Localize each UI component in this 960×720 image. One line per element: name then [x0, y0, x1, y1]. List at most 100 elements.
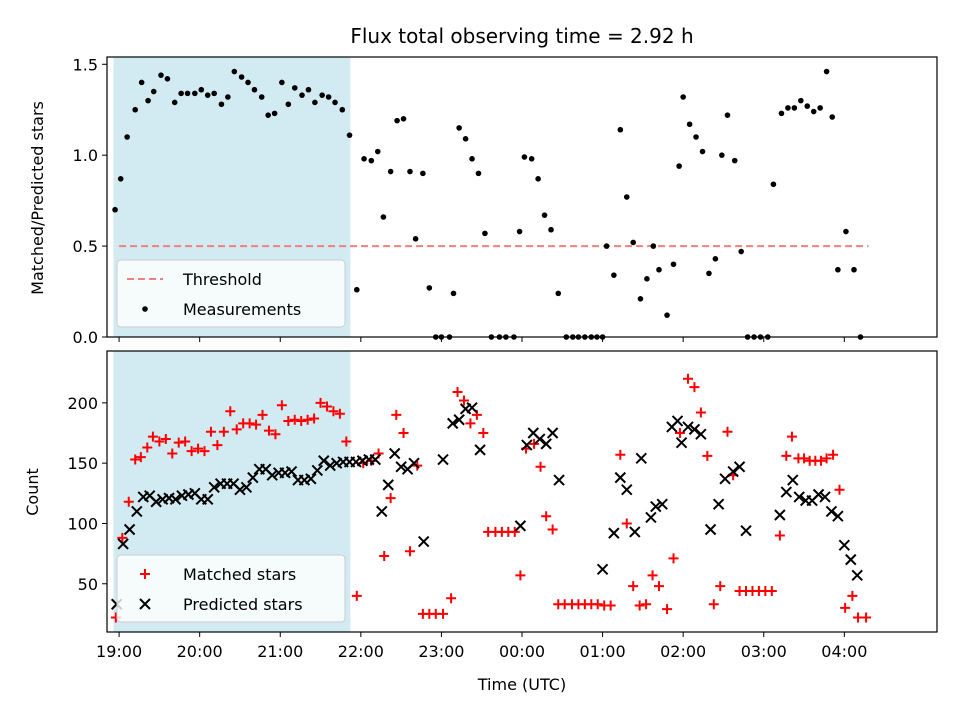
data-point — [192, 90, 198, 97]
data-point — [466, 401, 478, 414]
data-point — [124, 134, 130, 140]
top-panel: 0.0 0.5 1.0 1.5 Threshold Measurements — [73, 55, 938, 347]
data-point — [193, 443, 204, 454]
data-point — [321, 401, 332, 412]
data-point — [635, 452, 647, 465]
x-tick-label: 04:00 — [821, 642, 867, 661]
data-point — [211, 90, 217, 97]
data-point — [623, 194, 630, 200]
data-point — [238, 74, 245, 80]
data-point — [706, 270, 712, 277]
data-point — [614, 471, 627, 484]
data-point — [319, 92, 325, 98]
data-point — [509, 526, 520, 537]
data-point — [553, 474, 565, 486]
data-point — [641, 599, 652, 610]
data-point — [804, 103, 811, 109]
data-point — [688, 423, 701, 436]
data-point — [828, 449, 839, 460]
data-point — [225, 406, 236, 417]
data-point — [257, 409, 268, 420]
data-point — [774, 530, 785, 541]
data-point — [291, 85, 298, 91]
data-point — [332, 99, 338, 106]
data-point — [474, 444, 486, 456]
data-point — [368, 157, 375, 164]
data-point — [469, 156, 475, 162]
data-point — [218, 426, 229, 437]
data-point — [780, 486, 793, 498]
data-point — [482, 230, 488, 237]
data-point — [231, 424, 242, 435]
data-point — [270, 429, 281, 440]
data-point — [408, 457, 420, 469]
data-point — [325, 94, 332, 100]
data-point — [704, 523, 717, 536]
y-tick-label: 0.0 — [73, 328, 98, 347]
data-point — [786, 431, 797, 442]
data-point — [630, 239, 637, 246]
x-tick-label: 21:00 — [257, 642, 303, 661]
data-point — [781, 450, 792, 461]
data-point — [412, 236, 419, 242]
data-point — [645, 511, 657, 524]
data-point — [180, 436, 191, 447]
data-point — [376, 505, 388, 518]
data-point — [302, 414, 313, 425]
data-point — [305, 473, 317, 485]
data-point — [417, 535, 430, 548]
data-point — [608, 527, 620, 539]
data-point — [231, 68, 238, 75]
data-point — [458, 395, 469, 406]
data-point — [634, 600, 645, 611]
data-point — [138, 79, 145, 86]
legend-label: Threshold — [182, 270, 262, 289]
data-point — [675, 436, 688, 449]
data-point — [727, 465, 739, 478]
data-point — [515, 570, 526, 581]
data-point — [708, 599, 719, 610]
x-tick-label: 22:00 — [338, 642, 384, 661]
data-point — [391, 409, 402, 420]
data-point — [653, 581, 664, 592]
data-point — [158, 72, 164, 78]
data-point — [798, 97, 804, 104]
data-point — [164, 76, 171, 82]
legend-swatch — [139, 598, 151, 610]
data-point — [702, 450, 713, 461]
data-point — [244, 418, 255, 429]
data-point — [218, 101, 225, 108]
data-point — [647, 570, 658, 581]
data-point — [546, 427, 559, 439]
data-point — [380, 214, 387, 220]
data-point — [683, 373, 693, 384]
data-point — [611, 272, 617, 278]
data-point — [446, 417, 459, 430]
data-point — [450, 290, 457, 297]
data-point — [351, 590, 362, 601]
data-point — [234, 483, 246, 496]
data-point — [145, 97, 151, 104]
data-point — [475, 170, 482, 177]
data-point — [130, 454, 141, 465]
data-point — [339, 106, 346, 113]
data-point — [834, 484, 845, 495]
data-point — [838, 539, 851, 551]
x-tick-label: 19:00 — [96, 642, 142, 661]
data-point — [547, 524, 558, 535]
data-point — [695, 428, 707, 440]
data-point — [670, 261, 677, 268]
data-point — [733, 461, 746, 473]
data-point — [198, 86, 205, 93]
y-tick-label: 1.0 — [73, 146, 98, 165]
data-point — [117, 532, 128, 543]
data-point — [285, 465, 298, 478]
series-predicted-stars — [110, 401, 863, 610]
x-tick-label: 20:00 — [177, 642, 223, 661]
data-point — [791, 105, 798, 111]
data-point — [851, 569, 863, 582]
data-point — [374, 148, 381, 155]
data-point — [465, 418, 476, 429]
data-point — [312, 99, 318, 106]
data-point — [296, 415, 307, 426]
